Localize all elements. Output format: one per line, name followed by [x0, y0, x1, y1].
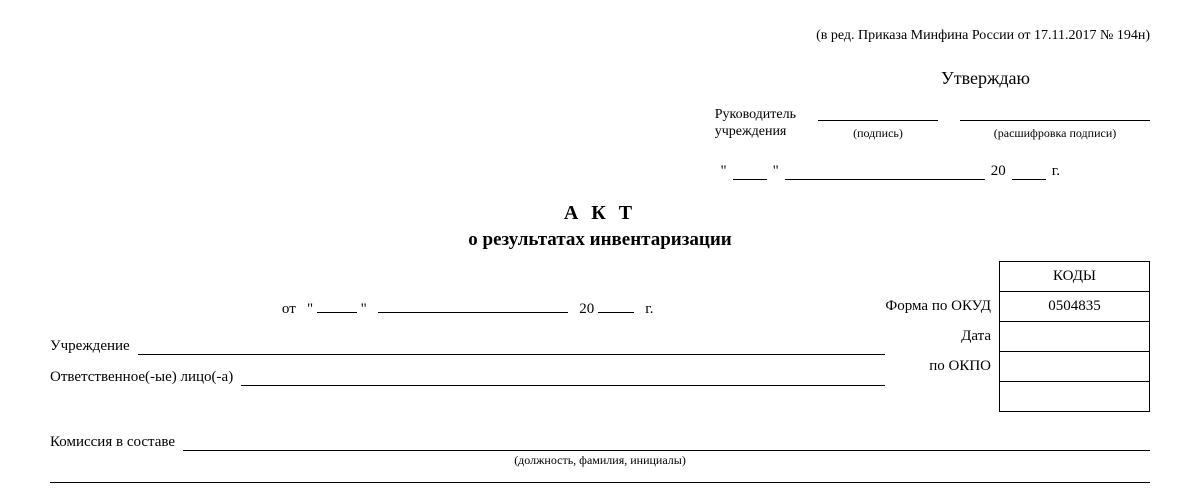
- responsible-row: Ответственное(-ые) лицо(-а): [50, 369, 885, 386]
- doc-month-field[interactable]: [378, 297, 568, 313]
- codes-table: КОДЫ 0504835: [999, 261, 1150, 412]
- doc-day-field[interactable]: [317, 297, 357, 313]
- approve-date-row: " " 20 г.: [50, 163, 1150, 180]
- institution-row: Учреждение: [50, 338, 885, 355]
- signature-name-hint: (расшифровка подписи): [960, 126, 1150, 141]
- commission-label: Комиссия в составе: [50, 434, 183, 451]
- title-main: А К Т: [50, 202, 1150, 225]
- header-note: (в ред. Приказа Минфина России от 17.11.…: [50, 28, 1150, 44]
- approve-year-field[interactable]: [1012, 164, 1046, 180]
- bottom-line[interactable]: [50, 482, 1150, 483]
- signature-row: Руководитель учреждения (подпись) (расши…: [50, 105, 1150, 141]
- okpo-value[interactable]: [1000, 352, 1150, 382]
- commission-field[interactable]: [183, 435, 1150, 451]
- institution-field[interactable]: [138, 339, 886, 355]
- approve-day-field[interactable]: [733, 164, 767, 180]
- approve-month-field[interactable]: [785, 164, 985, 180]
- approve-label: Утверждаю: [50, 68, 1150, 89]
- okpo-label: по ОКПО: [885, 351, 991, 381]
- code-date-value[interactable]: [1000, 322, 1150, 352]
- okud-value: 0504835: [1000, 292, 1150, 322]
- commission-hint: (должность, фамилия, инициалы): [50, 453, 1150, 468]
- signature-name-field[interactable]: [960, 105, 1150, 121]
- responsible-label: Ответственное(-ые) лицо(-а): [50, 369, 241, 386]
- commission-row: Комиссия в составе: [50, 434, 1150, 451]
- title-sub: о результатах инвентаризации: [50, 229, 1150, 251]
- signature-sign-field[interactable]: [818, 105, 938, 121]
- institution-label: Учреждение: [50, 338, 138, 355]
- doc-year-field[interactable]: [598, 297, 634, 313]
- okud-label: Форма по ОКУД: [885, 291, 991, 321]
- responsible-field[interactable]: [241, 370, 885, 386]
- document-date-row: от " " 20 г.: [50, 297, 885, 318]
- codes-block: Форма по ОКУД Дата по ОКПО КОДЫ 0504835: [885, 261, 1150, 412]
- signature-role: Руководитель учреждения: [715, 107, 796, 141]
- codes-header: КОДЫ: [1000, 262, 1150, 292]
- code-date-label: Дата: [885, 321, 991, 351]
- code-extra-value[interactable]: [1000, 382, 1150, 412]
- signature-sign-hint: (подпись): [818, 126, 938, 141]
